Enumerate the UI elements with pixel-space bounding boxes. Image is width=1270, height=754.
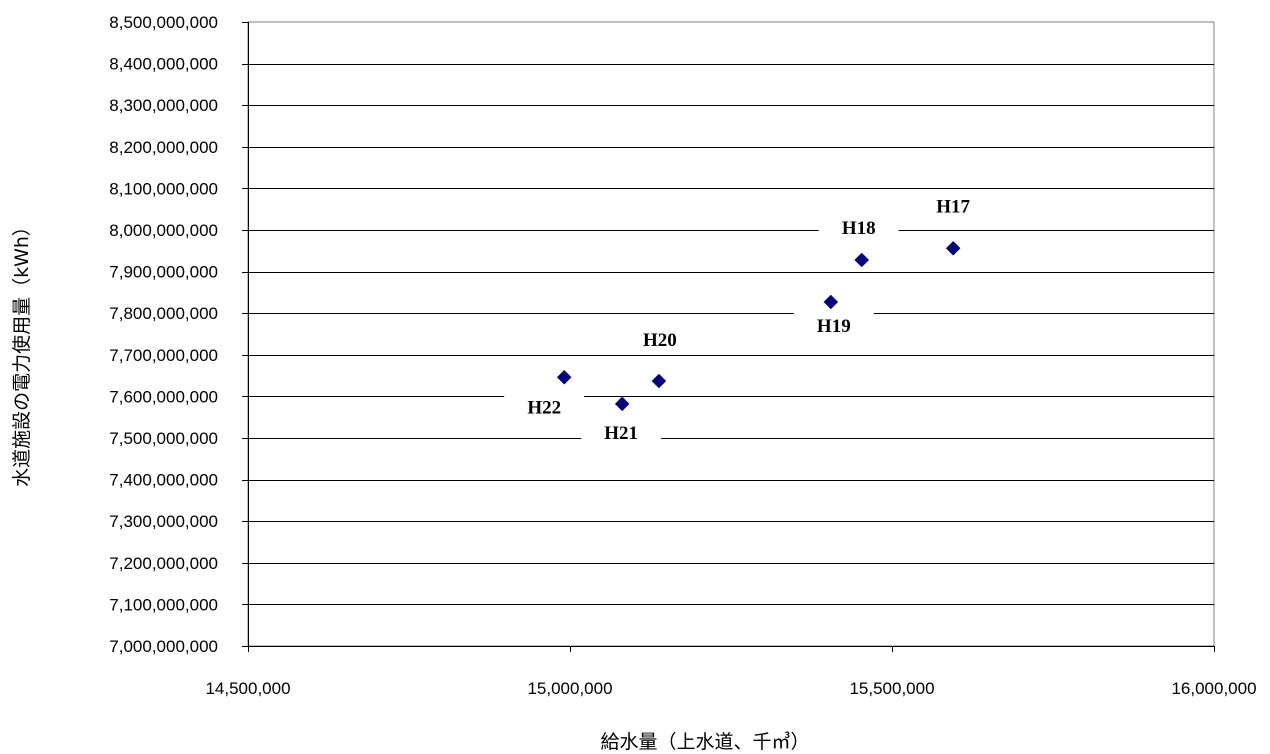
y-tick-label: 8,200,000,000: [109, 138, 218, 157]
data-point-marker: [556, 369, 572, 385]
point-label: H20: [643, 330, 677, 351]
plot-area: [247, 21, 1215, 647]
y-tick-label: 7,800,000,000: [109, 304, 218, 323]
gridlines: [248, 64, 1214, 605]
x-tick-label: 15,500,000: [849, 679, 934, 698]
axes: 7,000,000,000 7,100,000,000 7,200,000,000 7…: [109, 13, 1256, 698]
y-tick-label: 7,600,000,000: [109, 387, 218, 406]
y-tick-label: 7,100,000,000: [109, 595, 218, 614]
x-axis-title: 給水量（上水道、千㎥）: [600, 731, 809, 753]
point-label: H17: [936, 196, 970, 217]
y-tick-label: 8,500,000,000: [109, 13, 218, 32]
data-point-marker: [823, 294, 839, 310]
data-point-marker: [854, 252, 870, 268]
y-tick-label: 8,100,000,000: [109, 179, 218, 198]
point-label-box: [818, 211, 899, 240]
x-tick-label: 16,000,000: [1171, 679, 1256, 698]
data-point-marker: [614, 396, 630, 412]
y-tick-label: 8,400,000,000: [109, 55, 218, 74]
point-label-box: [504, 391, 585, 420]
data-point-marker: [651, 373, 667, 389]
point-label: H18: [842, 218, 876, 239]
point-label-box: [913, 190, 994, 219]
point-label: H19: [817, 316, 851, 337]
y-tick-label: 7,300,000,000: [109, 512, 218, 531]
data-points: [556, 240, 961, 412]
y-tick-label: 7,700,000,000: [109, 346, 218, 365]
point-label-box: [793, 309, 874, 338]
y-tick-label: 7,500,000,000: [109, 429, 218, 448]
point-label: H22: [527, 397, 561, 418]
point-labels: H17 H18 H19 H20 H21 H22: [504, 190, 994, 445]
data-point-marker: [945, 240, 961, 256]
y-tick-label: 7,900,000,000: [109, 263, 218, 282]
y-tick-label: 8,000,000,000: [109, 221, 218, 240]
point-label-box: [619, 324, 700, 353]
point-label: H21: [604, 423, 638, 444]
y-tick-label: 7,000,000,000: [109, 637, 218, 656]
y-tick-label: 7,200,000,000: [109, 554, 218, 573]
y-axis-title: 水道施設の電力使用量（kWh）: [11, 217, 33, 487]
point-label-box: [581, 416, 662, 445]
y-tick-label: 7,400,000,000: [109, 471, 218, 490]
x-tick-label: 15,000,000: [527, 679, 612, 698]
x-tick-label: 14,500,000: [205, 679, 290, 698]
y-tick-label: 8,300,000,000: [109, 96, 218, 115]
